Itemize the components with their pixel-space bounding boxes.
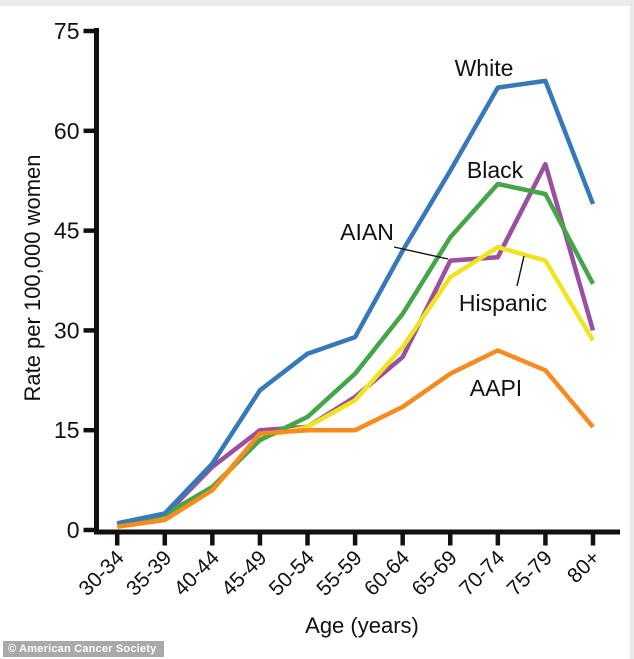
y-tick-label: 60 [54, 118, 80, 144]
x-tick [400, 534, 405, 546]
frame-top-strip [0, 0, 634, 6]
series-line-white [116, 78, 596, 526]
watermark-badge: © American Cancer Society [3, 641, 165, 657]
x-tick [448, 534, 453, 546]
x-tick [305, 534, 310, 546]
y-axis-title: Rate per 100,000 women [20, 154, 45, 401]
series-line-aapi [116, 348, 595, 529]
series-line-black [116, 181, 595, 527]
series-label-aapi: AAPI [470, 375, 522, 401]
y-tick-label: 0 [67, 517, 80, 543]
x-tick [162, 534, 168, 546]
x-tick [210, 534, 215, 546]
x-axis-spine [94, 529, 620, 535]
x-tick-label: 40-44 [170, 546, 224, 600]
x-tick [257, 534, 263, 546]
x-tick [352, 534, 358, 546]
x-tick-label: 65-69 [408, 546, 462, 600]
x-tick [114, 534, 120, 546]
x-tick [543, 534, 548, 546]
series-label-black: Black [467, 157, 524, 183]
x-tick-label: 55-59 [312, 546, 366, 600]
y-tick [83, 427, 94, 433]
series-label-white: White [455, 55, 514, 81]
x-tick-label: 60-64 [360, 546, 414, 600]
y-tick-label: 45 [54, 218, 80, 244]
x-tick [495, 534, 501, 546]
y-tick-label: 75 [54, 18, 80, 44]
x-tick-label: 45-49 [217, 546, 271, 600]
y-tick [83, 328, 94, 333]
x-tick-label: 70-74 [455, 546, 509, 600]
x-axis-title: Age (years) [305, 613, 419, 638]
y-tick [83, 128, 94, 134]
y-tick-label: 15 [54, 417, 80, 443]
x-tick-label: 30-34 [74, 546, 128, 600]
y-tick [83, 527, 94, 533]
x-tick-label: 80+ [563, 546, 604, 587]
y-tick-label: 30 [54, 317, 80, 343]
frame-right-strip [630, 0, 634, 659]
annotation-leader-hispanic [516, 255, 525, 287]
x-tick [590, 534, 596, 546]
x-tick-label: 35-39 [122, 546, 176, 600]
annotation-leader-aian [393, 246, 449, 260]
y-tick [83, 28, 94, 34]
x-tick-label: 50-54 [265, 546, 319, 600]
y-axis-spine [94, 28, 99, 535]
x-tick-label: 75-79 [503, 546, 557, 600]
series-label-aian: AIAN [340, 219, 394, 245]
series-label-hispanic: Hispanic [459, 290, 547, 316]
y-tick [83, 228, 94, 233]
